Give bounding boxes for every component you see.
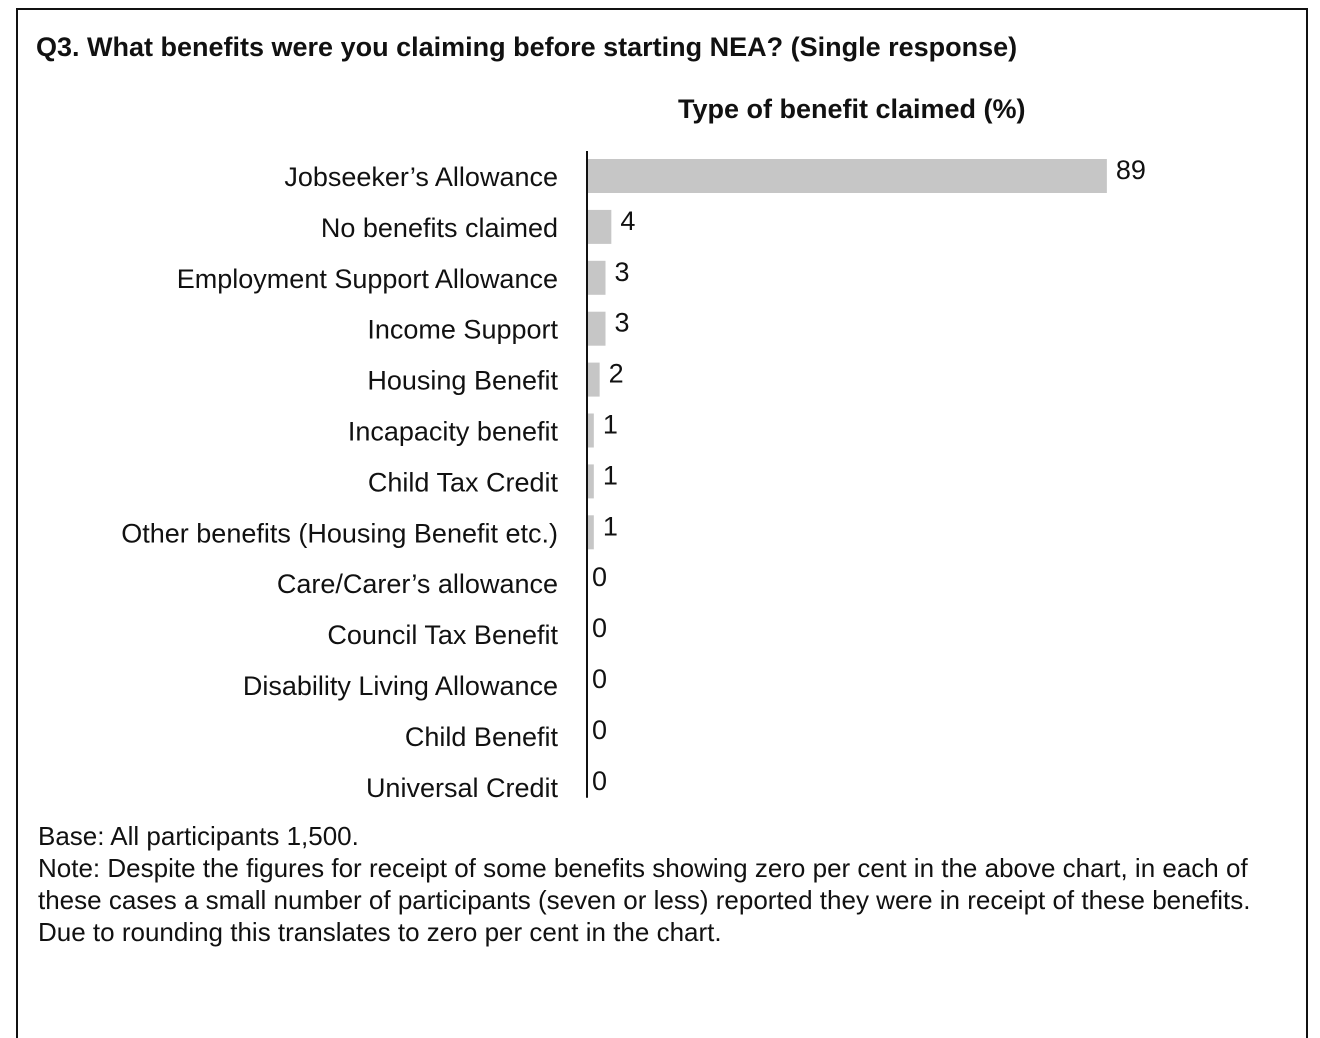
category-label: Housing Benefit [367,366,558,396]
category-label: Disability Living Allowance [243,671,558,701]
value-label: 1 [603,410,618,440]
category-label: Child Tax Credit [368,467,559,497]
bar-chart: Jobseeker’s Allowance No benefits claimed… [121,151,1146,803]
value-label: 0 [592,562,607,592]
value-label: 1 [603,460,618,490]
category-label: No benefits claimed [321,213,558,243]
chart-footer: Base: All participants 1,500. Note: Desp… [38,820,1278,948]
note-text: Note: Despite the figures for receipt of… [38,853,1251,947]
value-labels-group: 89 4 3 3 2 1 1 1 0 0 0 0 0 [592,155,1146,796]
bar [588,311,606,346]
base-text: Base: All participants 1,500. [38,821,359,851]
category-label: Child Benefit [405,722,559,752]
value-label: 0 [592,664,607,694]
bar [588,260,606,295]
chart-title: Type of benefit claimed (%) [678,94,1026,124]
bar [588,464,594,499]
figure-frame [16,8,1308,1038]
category-label: Jobseeker’s Allowance [284,162,558,192]
question-title: Q3. What benefits were you claiming befo… [36,32,1018,62]
value-label: 3 [614,308,629,338]
category-labels-group: Jobseeker’s Allowance No benefits claimed… [121,162,558,803]
value-label: 3 [614,257,629,287]
value-label: 2 [609,359,624,389]
category-label: Incapacity benefit [348,417,559,447]
category-label: Universal Credit [366,773,559,803]
value-label: 4 [620,206,635,236]
bar [588,362,600,397]
value-label: 0 [592,613,607,643]
bar [588,209,612,244]
value-label: 0 [592,715,607,745]
bar [588,159,1107,193]
bar [588,413,594,448]
category-label: Employment Support Allowance [177,264,558,294]
bars-group [588,159,1107,550]
value-label: 1 [603,511,618,541]
category-label: Other benefits (Housing Benefit etc.) [121,518,558,548]
category-label: Income Support [367,315,558,345]
category-label: Care/Carer’s allowance [277,569,558,599]
category-label: Council Tax Benefit [327,620,558,650]
value-label: 0 [592,766,607,796]
value-label: 89 [1116,155,1146,185]
bar [588,515,594,550]
